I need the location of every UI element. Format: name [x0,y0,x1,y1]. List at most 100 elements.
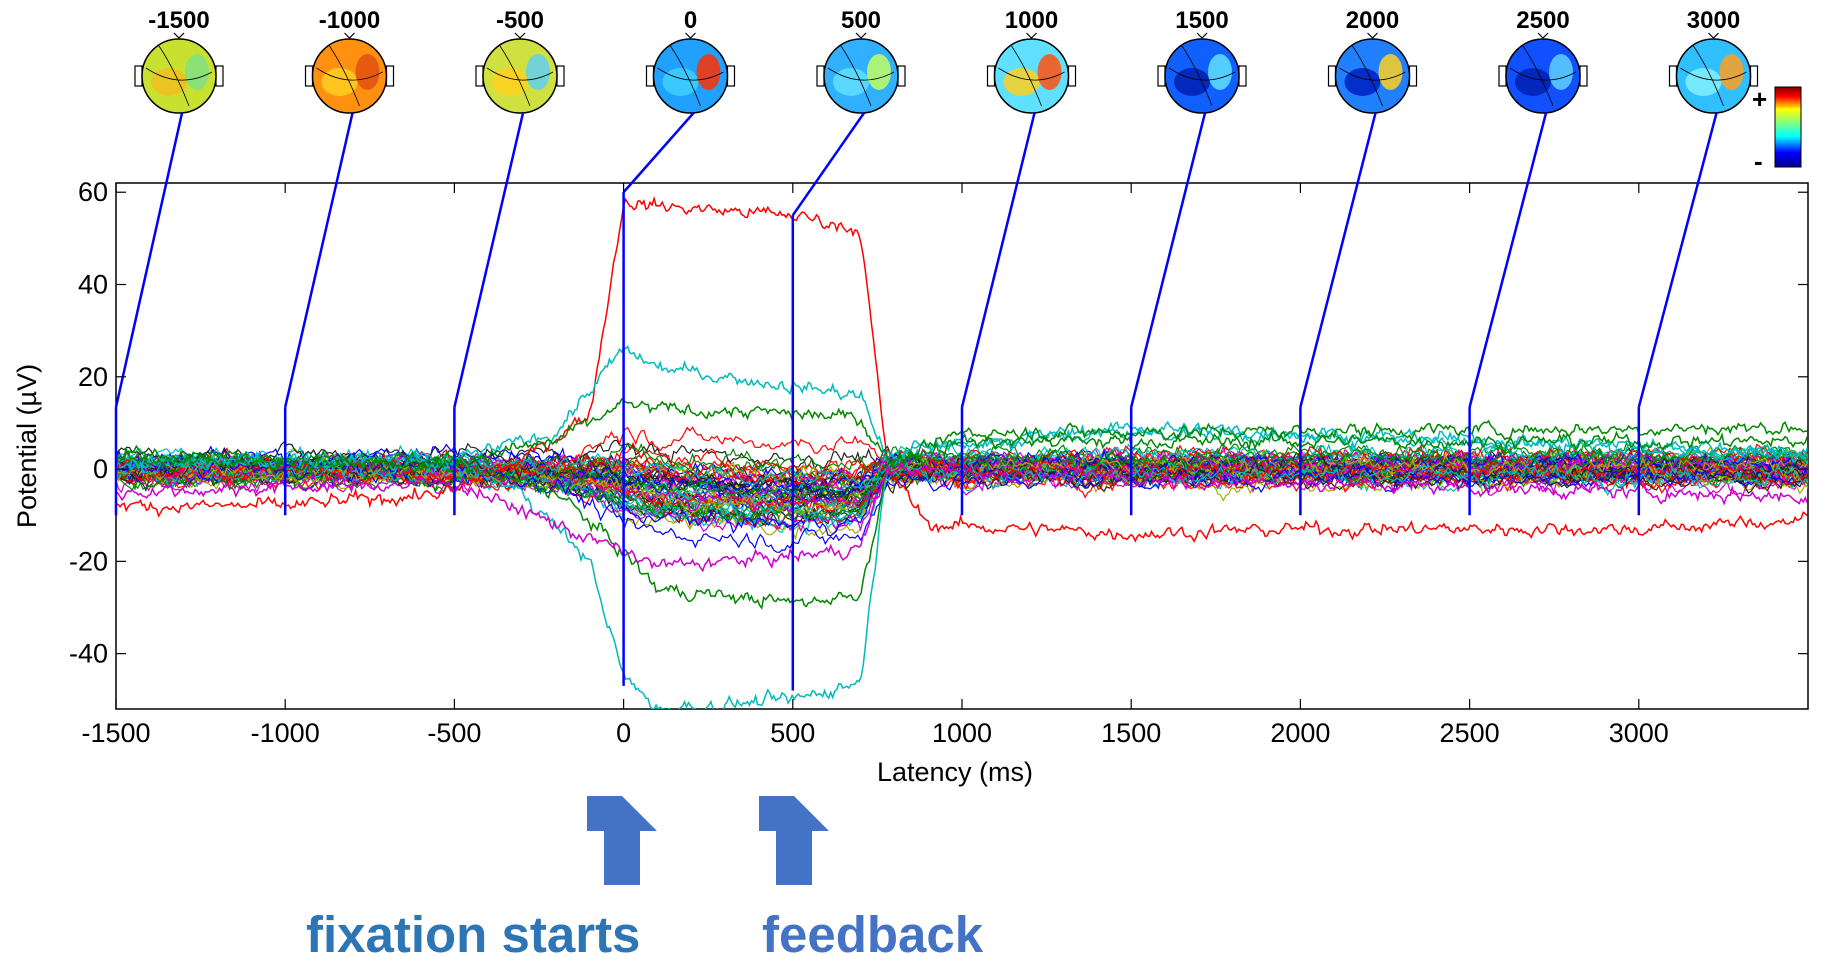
topomap-nose [1026,32,1037,39]
latency-marker-lines [114,112,1718,691]
topomap: -500 [475,7,565,114]
topomap-ear-left [1668,65,1678,87]
feedback-arrow-icon [759,796,829,885]
topomap-blob [526,54,550,90]
topomap-ear-left [986,65,996,87]
topomap-latency-label: -1500 [148,7,209,34]
topomap-ear-right [1579,65,1588,87]
topomap-connector-line [283,112,354,408]
topomap-blob [185,54,209,90]
y-tick-label: 20 [78,362,108,392]
topomap-contour [1352,45,1383,107]
topomap-nose [514,32,526,39]
topomap-ear-right [1067,65,1077,87]
topomap-contour [329,45,360,107]
topomap-contour [1011,45,1042,107]
topomap-blob [1003,68,1040,96]
topomap-ear-left [475,65,484,87]
y-tick-label: 60 [78,177,108,207]
topomap-blob [867,54,891,90]
y-axis-ticks: -40 -20 0 20 40 60 [69,177,1808,669]
topomap: 0 [645,7,736,114]
topomap-blob [696,54,721,90]
x-axis-ticks: -1500 -1000 -500 0 500 1000 1500 2000 2500 3000 [81,183,1669,748]
fixation-starts-label: fixation starts [306,906,640,957]
topomap-connector-line [622,112,695,194]
topomap-ear-right [1238,65,1247,87]
feedback-label: feedback [762,906,984,957]
topomap-nose [1367,32,1378,39]
x-tick-label: 2000 [1270,718,1330,748]
topomap-ear-left [1157,65,1166,87]
x-tick-label: 0 [616,718,631,748]
topomap-ear-right [385,65,395,87]
topomap-ear-right [1408,65,1418,87]
y-tick-label: 0 [93,454,108,484]
topomap-ear-right [556,65,565,87]
topomap-contour [840,45,872,107]
topomap-nose [1537,32,1549,39]
topomap-contour [145,67,213,81]
topomap: -1000 [304,7,395,114]
topomap-blob [1208,54,1232,90]
topomap: -1500 [134,7,224,114]
topomap-ear-left [645,65,655,87]
x-tick-label: -1500 [81,718,150,748]
topomap-ear-left [134,65,143,87]
topomap-connector-line [1299,112,1377,408]
topomap-nose [1196,32,1208,39]
topomap-blob [1685,68,1722,96]
topomap-contour [998,67,1065,81]
x-tick-label: 3000 [1609,718,1669,748]
topomap-blob [1549,54,1573,90]
topomap-connector-line [1468,112,1548,408]
fixation-arrow-icon [587,796,657,885]
topomap-blob [1515,68,1551,96]
y-tick-label: -40 [69,639,108,669]
highlighted-channel-trace [116,195,1808,544]
topomap: 500 [816,7,906,114]
topomap-connector-line [960,112,1036,408]
topomap-row: -1500 -1000 -500 0 500 1000 1500 2000 2500 3000 [134,7,1759,114]
event-arrows [587,796,829,885]
y-tick-label: 40 [78,270,108,300]
topomap-contour [1181,45,1213,107]
x-tick-label: 1000 [932,718,992,748]
colorbar-plus-label: + [1752,84,1767,114]
topomap-blob [1344,68,1381,96]
topomap-contour [1693,45,1724,107]
topomap-blob [1378,54,1403,90]
topomap-contour [1339,67,1406,81]
topomap-nose [855,32,867,39]
topomap-latency-label: 3000 [1687,7,1740,34]
topomap-blob [1037,54,1062,90]
topomap: 2500 [1498,7,1588,114]
topomap-contour [1509,67,1577,81]
topomap-latency-label: 1000 [1005,7,1058,34]
topomap-contour [1168,67,1236,81]
x-tick-label: 1500 [1101,718,1161,748]
topomap-contour [670,45,701,107]
topomap-contour [158,45,190,107]
topomap-nose [685,32,696,39]
topomap-nose [344,32,355,39]
plot-area: -1500 -1000 -500 0 500 1000 1500 2000 2500 3000 -… [12,112,1809,787]
topomap-ear-right [897,65,906,87]
topomap-connector-line [453,112,525,408]
topomap-ear-left [816,65,825,87]
topomap-connector-line [1637,112,1718,408]
topomap-blob [355,54,380,90]
topomap-blob [833,68,869,96]
topomap-latency-label: -500 [496,7,544,34]
topomap: 1000 [986,7,1077,114]
topomap-ear-right [1749,65,1759,87]
topomap-contour [827,67,895,81]
topomap-contour [316,67,383,81]
x-tick-label: 500 [770,718,815,748]
topomap-ear-left [304,65,314,87]
topomap-connector-line [114,112,184,408]
topomap-blob [492,68,528,96]
topomap-ear-right [726,65,736,87]
topomap-blob [662,68,699,96]
